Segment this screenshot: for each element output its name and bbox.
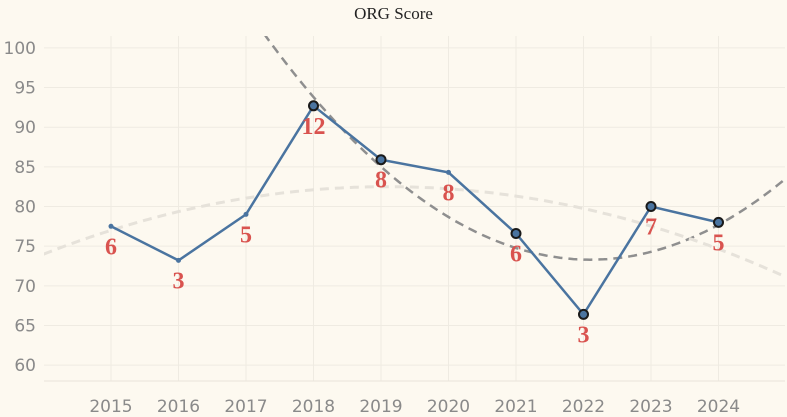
series-layer: [108, 100, 724, 320]
data-label-2023: 7: [645, 215, 657, 241]
y-tick-label: 60: [14, 356, 36, 376]
x-tick-label: 2023: [629, 397, 672, 417]
x-tick-label: 2015: [89, 397, 132, 417]
y-tick-label: 100: [4, 39, 36, 59]
data-label-2016: 3: [173, 268, 185, 294]
x-tick-label: 2018: [292, 397, 335, 417]
grid-layer: [44, 36, 785, 381]
data-label-2021: 6: [510, 242, 522, 268]
data-label-2015: 6: [105, 234, 117, 260]
label-layer: 6 3 5 12 8 8 6 3 7 5: [105, 114, 725, 349]
data-label-2018: 12: [302, 114, 326, 140]
data-label-2020: 8: [443, 180, 455, 206]
y-tick-label: 95: [14, 79, 36, 99]
data-point-2024: [713, 216, 724, 228]
data-point-2018: [308, 100, 319, 112]
data-point-2015: [108, 223, 114, 229]
data-point-2022: [578, 308, 589, 320]
x-tick-label: 2022: [562, 397, 605, 417]
data-point-2017: [243, 211, 249, 217]
data-point-2023: [645, 201, 657, 212]
y-tick-label: 80: [14, 198, 36, 218]
trend-layer: [44, 36, 785, 279]
y-tick-label: 85: [14, 158, 36, 178]
y-tick-label: 75: [14, 237, 36, 257]
data-point-2021: [510, 228, 522, 239]
chart-title: ORG Score: [354, 4, 433, 23]
trend-line-2: [44, 185, 785, 279]
x-tick-label: 2020: [427, 397, 470, 417]
x-tick-label: 2017: [224, 397, 267, 417]
data-point-2016: [176, 257, 181, 263]
data-label-2019: 8: [375, 168, 387, 194]
series-line: [110, 103, 719, 317]
data-point-2020: [446, 169, 451, 175]
y-tick-label: 70: [14, 277, 36, 297]
x-tick-label: 2016: [157, 397, 200, 417]
data-point-2019: [375, 154, 387, 166]
data-label-2017: 5: [240, 222, 252, 248]
x-tick-label: 2021: [494, 397, 537, 417]
y-tick-label: 90: [14, 118, 36, 138]
y-tick-label: 65: [14, 316, 36, 336]
data-label-2022: 3: [578, 322, 590, 348]
data-label-2024: 5: [713, 230, 725, 256]
trend-line-1: [264, 36, 785, 261]
x-tick-label: 2024: [697, 397, 740, 417]
x-tick-label: 2019: [359, 397, 402, 417]
